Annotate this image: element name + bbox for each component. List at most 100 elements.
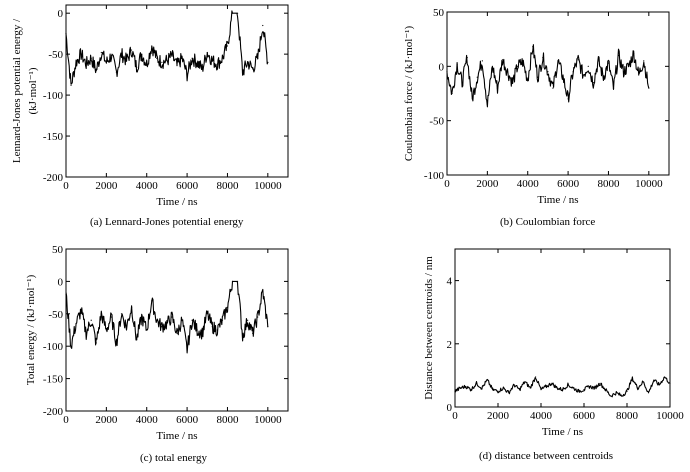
data-point bbox=[617, 54, 620, 57]
data-point bbox=[166, 60, 168, 62]
x-tick-label: 6000 bbox=[176, 180, 199, 192]
y-tick-label: -100 bbox=[43, 341, 64, 353]
series-line bbox=[65, 280, 269, 354]
data-point bbox=[70, 345, 72, 347]
data-point bbox=[496, 87, 499, 89]
data-point bbox=[562, 76, 564, 78]
data-point bbox=[486, 379, 488, 381]
y-axis-label: Total energy / (kJ·mol⁻¹) bbox=[25, 274, 37, 385]
data-point bbox=[508, 392, 510, 394]
y-tick-label: -50 bbox=[48, 49, 63, 61]
data-point bbox=[257, 57, 259, 59]
y-tick-label: -200 bbox=[43, 172, 64, 184]
x-tick-label: 2000 bbox=[95, 414, 118, 426]
data-point bbox=[80, 53, 82, 55]
data-point bbox=[181, 57, 183, 59]
data-point bbox=[146, 329, 148, 331]
data-point bbox=[587, 65, 589, 67]
data-point bbox=[216, 329, 218, 331]
data-point bbox=[567, 98, 569, 100]
data-point bbox=[513, 384, 515, 386]
data-point bbox=[492, 389, 494, 391]
data-point bbox=[621, 395, 623, 397]
x-tick-label: 0 bbox=[444, 178, 450, 190]
data-point bbox=[622, 71, 625, 73]
data-point bbox=[110, 55, 113, 57]
data-point bbox=[75, 322, 77, 325]
data-point bbox=[120, 53, 123, 55]
data-point bbox=[572, 71, 574, 73]
data-point bbox=[642, 381, 644, 383]
data-point bbox=[577, 59, 579, 61]
data-point bbox=[105, 61, 107, 63]
data-point bbox=[115, 71, 118, 73]
data-point bbox=[578, 390, 580, 392]
x-tick-label: 6000 bbox=[557, 178, 580, 190]
x-tick-label: 4000 bbox=[136, 414, 159, 426]
data-point bbox=[70, 84, 72, 86]
data-point bbox=[166, 322, 168, 325]
data-point bbox=[446, 71, 448, 73]
data-point bbox=[582, 74, 584, 76]
data-point bbox=[643, 60, 645, 62]
data-point bbox=[196, 61, 198, 63]
data-point bbox=[257, 316, 259, 318]
data-point bbox=[497, 390, 499, 392]
data-point bbox=[201, 68, 203, 70]
y-tick-label: -150 bbox=[43, 131, 64, 143]
data-point bbox=[146, 63, 148, 65]
data-point bbox=[95, 342, 97, 344]
data-point bbox=[125, 60, 128, 62]
x-tick-label: 10000 bbox=[635, 178, 663, 190]
plot-frame bbox=[454, 248, 671, 408]
series-line bbox=[65, 10, 269, 85]
data-point bbox=[653, 379, 655, 381]
caption-c: (c) total energy bbox=[140, 452, 207, 464]
data-point bbox=[615, 392, 617, 394]
data-point bbox=[466, 57, 468, 59]
caption-b: (b) Coulombian force bbox=[500, 216, 596, 228]
data-point bbox=[506, 71, 509, 73]
data-point bbox=[196, 329, 198, 331]
data-point bbox=[130, 306, 133, 308]
data-point bbox=[535, 376, 537, 378]
data-point bbox=[547, 71, 549, 73]
x-tick-label: 2000 bbox=[476, 178, 499, 190]
data-point bbox=[511, 82, 514, 84]
data-point bbox=[540, 389, 542, 391]
y-tick-label: -150 bbox=[43, 374, 64, 386]
chart-panel-1: 0 2000 4000 6000 8000 10000 -200 -150 -100 -50 0 Ti… bbox=[11, 4, 289, 208]
data-point bbox=[633, 52, 635, 54]
x-tick-label: 0 bbox=[452, 410, 458, 422]
data-point bbox=[583, 389, 585, 391]
y-axis-label: (kJ·mol⁻¹) bbox=[27, 67, 39, 114]
plot-frame bbox=[65, 4, 289, 178]
x-tick-label: 0 bbox=[63, 180, 69, 192]
data-point bbox=[631, 377, 633, 380]
data-point bbox=[471, 98, 473, 100]
data-point bbox=[537, 76, 539, 78]
y-tick-label: 0 bbox=[447, 402, 453, 414]
data-point bbox=[664, 376, 666, 378]
data-point bbox=[100, 313, 102, 315]
x-tick-label: 2000 bbox=[487, 410, 510, 422]
caption-d: (d) distance between centroids bbox=[479, 450, 614, 462]
x-tick-label: 10000 bbox=[254, 180, 282, 192]
data-point bbox=[502, 387, 504, 389]
data-point bbox=[231, 12, 234, 14]
y-tick-label: 0 bbox=[439, 61, 445, 73]
data-point bbox=[481, 387, 483, 389]
data-point bbox=[542, 57, 544, 59]
data-point bbox=[85, 63, 87, 65]
data-point bbox=[602, 76, 605, 78]
data-point bbox=[456, 63, 458, 65]
data-point bbox=[607, 62, 610, 64]
chart-panel-2: 0 2000 4000 6000 8000 10000 -100 -50 0 50 Time / n… bbox=[403, 7, 670, 206]
series-line bbox=[454, 376, 671, 398]
x-axis-label: Time / ns bbox=[542, 426, 583, 438]
y-tick-label: 50 bbox=[52, 244, 64, 256]
data-point bbox=[211, 326, 213, 328]
data-point bbox=[65, 293, 67, 295]
y-axis-label: Coulombian force / (kJ·mol⁻¹) bbox=[403, 26, 415, 162]
data-point bbox=[105, 329, 107, 331]
